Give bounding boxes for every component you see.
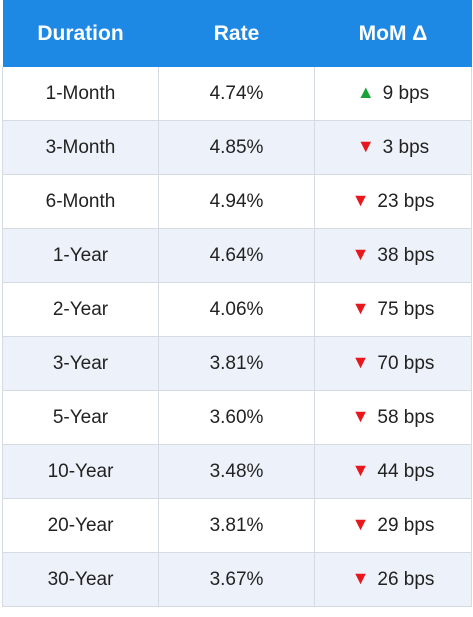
change-cell: ▲ 9 bps [314, 67, 472, 121]
duration-cell: 3-Year [2, 336, 159, 391]
duration-cell: 10-Year [2, 444, 159, 499]
rate-cell: 4.06% [158, 282, 315, 337]
rate-cell: 3.67% [158, 552, 315, 607]
change-cell: ▼ 23 bps [314, 174, 472, 229]
change-value: 75 bps [377, 298, 435, 320]
change-cell: ▼ 29 bps [314, 498, 472, 553]
duration-cell: 1-Month [2, 67, 159, 121]
duration-cell: 20-Year [2, 498, 159, 553]
rate-cell: 4.85% [158, 120, 315, 175]
change-cell: ▼ 58 bps [314, 390, 472, 445]
duration-cell: 2-Year [2, 282, 159, 337]
table-row: 3-Year 3.81% ▼ 70 bps [2, 336, 472, 391]
triangle-up-icon: ▲ [356, 81, 375, 102]
triangle-down-icon: ▼ [351, 351, 370, 372]
table-body: 1-Month 4.74% ▲ 9 bps 3-Month 4.85% ▼ 3 bp… [2, 67, 472, 607]
header-rate: Rate [158, 0, 315, 67]
rate-cell: 4.94% [158, 174, 315, 229]
triangle-down-icon: ▼ [351, 459, 370, 480]
triangle-down-icon: ▼ [351, 189, 370, 210]
table-row: 5-Year 3.60% ▼ 58 bps [2, 390, 472, 445]
header-mom-change: MoM Δ [314, 0, 472, 67]
triangle-down-icon: ▼ [351, 405, 370, 426]
change-value: 23 bps [377, 190, 435, 212]
change-value: 44 bps [377, 460, 435, 482]
rate-cell: 3.81% [158, 498, 315, 553]
table-row: 2-Year 4.06% ▼ 75 bps [2, 282, 472, 337]
header-duration: Duration [2, 0, 159, 67]
triangle-down-icon: ▼ [351, 297, 370, 318]
duration-cell: 30-Year [2, 552, 159, 607]
rates-table: Duration Rate MoM Δ 1-Month 4.74% ▲ 9 bps… [2, 0, 472, 607]
change-cell: ▼ 70 bps [314, 336, 472, 391]
change-value: 29 bps [377, 514, 435, 536]
change-value: 9 bps [382, 82, 430, 104]
table-row: 1-Month 4.74% ▲ 9 bps [2, 67, 472, 121]
table-header: Duration Rate MoM Δ [2, 0, 472, 67]
triangle-down-icon: ▼ [351, 243, 370, 264]
change-value: 38 bps [377, 244, 435, 266]
change-cell: ▼ 38 bps [314, 228, 472, 283]
duration-cell: 3-Month [2, 120, 159, 175]
table-row: 10-Year 3.48% ▼ 44 bps [2, 444, 472, 499]
table-row: 30-Year 3.67% ▼ 26 bps [2, 552, 472, 607]
change-value: 26 bps [377, 568, 435, 590]
triangle-down-icon: ▼ [356, 135, 375, 156]
triangle-down-icon: ▼ [351, 567, 370, 588]
table-row: 1-Year 4.64% ▼ 38 bps [2, 228, 472, 283]
duration-cell: 6-Month [2, 174, 159, 229]
rate-cell: 4.64% [158, 228, 315, 283]
change-cell: ▼ 26 bps [314, 552, 472, 607]
table-row: 3-Month 4.85% ▼ 3 bps [2, 120, 472, 175]
rate-cell: 3.60% [158, 390, 315, 445]
rate-cell: 3.81% [158, 336, 315, 391]
change-value: 3 bps [382, 136, 430, 158]
table-row: 20-Year 3.81% ▼ 29 bps [2, 498, 472, 553]
triangle-down-icon: ▼ [351, 513, 370, 534]
change-cell: ▼ 3 bps [314, 120, 472, 175]
header-row: Duration Rate MoM Δ [2, 0, 472, 67]
table-row: 6-Month 4.94% ▼ 23 bps [2, 174, 472, 229]
change-value: 70 bps [377, 352, 435, 374]
rate-cell: 3.48% [158, 444, 315, 499]
duration-cell: 1-Year [2, 228, 159, 283]
rate-cell: 4.74% [158, 67, 315, 121]
change-cell: ▼ 44 bps [314, 444, 472, 499]
change-cell: ▼ 75 bps [314, 282, 472, 337]
change-value: 58 bps [377, 406, 435, 428]
duration-cell: 5-Year [2, 390, 159, 445]
